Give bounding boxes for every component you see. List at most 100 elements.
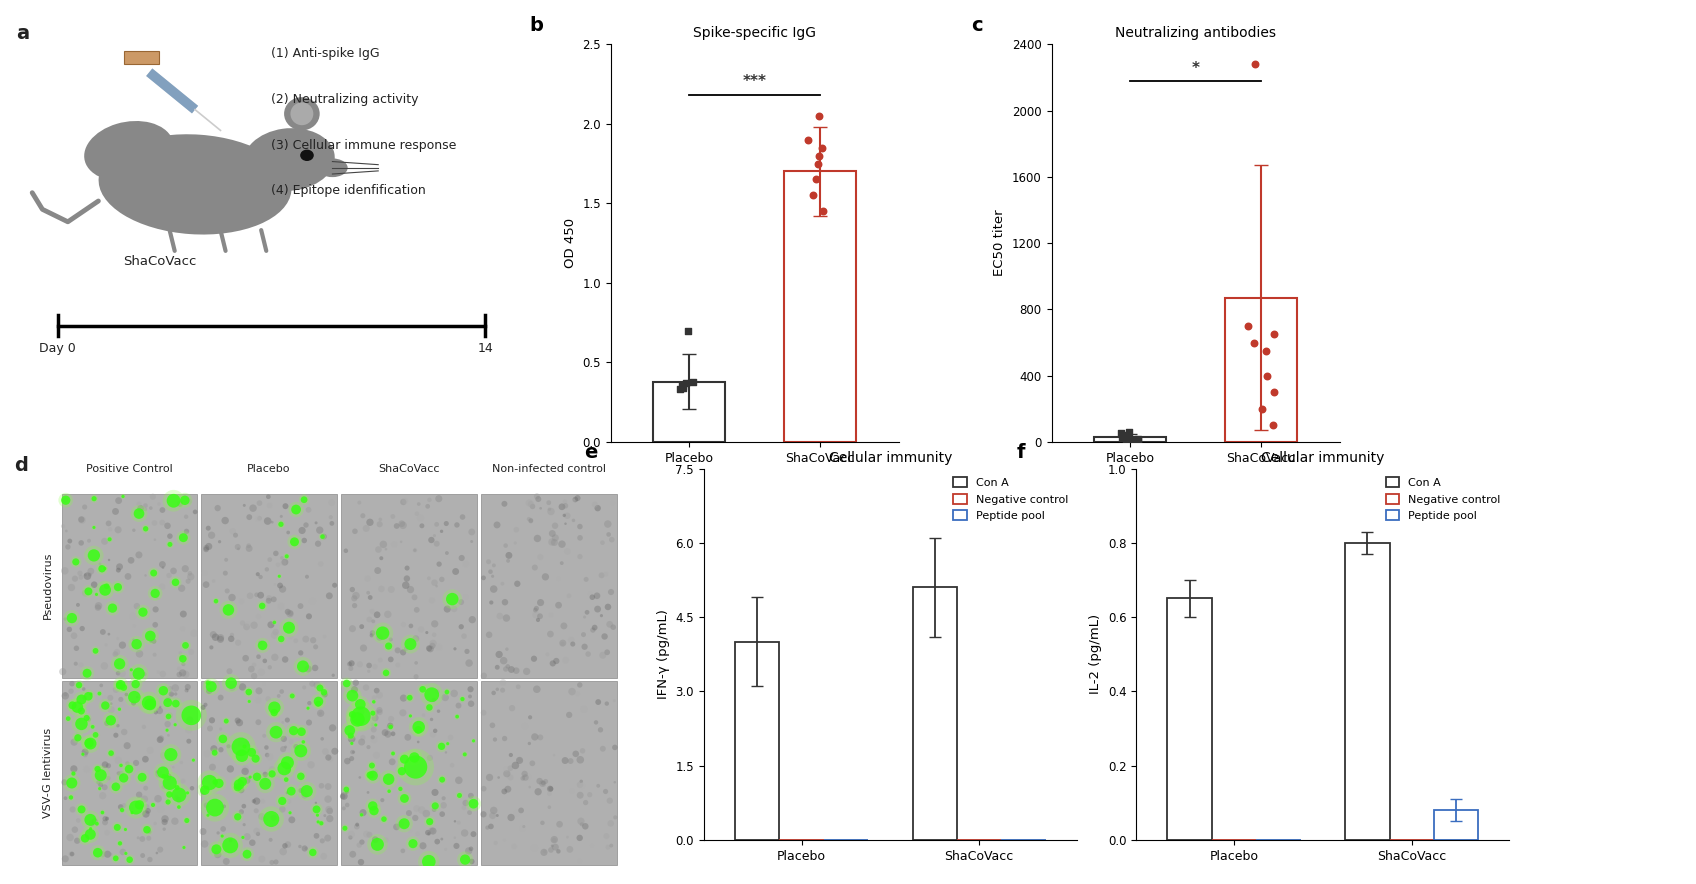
Point [86, 557, 114, 571]
Point [71, 748, 98, 762]
Point [470, 781, 497, 796]
Point [210, 799, 237, 813]
Polygon shape [202, 494, 338, 678]
Point [349, 508, 377, 522]
Point [375, 607, 402, 621]
Point [244, 609, 271, 623]
Point [412, 806, 439, 820]
Point [154, 769, 181, 783]
Point [298, 845, 326, 859]
Point [416, 700, 443, 714]
Point [446, 789, 473, 803]
Point [558, 783, 585, 797]
Point [165, 800, 192, 814]
Point [114, 688, 141, 702]
Point [383, 644, 410, 658]
Point [361, 765, 388, 779]
Y-axis label: IL-2 (pg/mL): IL-2 (pg/mL) [1089, 614, 1102, 694]
Point [124, 599, 151, 613]
Point [280, 724, 307, 738]
Point [226, 542, 253, 556]
Point [251, 777, 278, 791]
Point [458, 525, 485, 539]
Point [434, 685, 461, 699]
Point [1253, 344, 1280, 358]
Point [312, 744, 339, 758]
Point [566, 678, 594, 692]
Point [190, 784, 217, 798]
Point [570, 628, 597, 642]
Point [309, 834, 336, 848]
Point [129, 770, 156, 784]
Point [383, 819, 410, 834]
Point [502, 536, 529, 550]
Point [548, 499, 575, 514]
Point [114, 569, 141, 583]
Point [346, 496, 373, 510]
Point [273, 756, 300, 770]
Point [109, 638, 136, 652]
Point [334, 785, 361, 799]
Point [227, 804, 254, 819]
Point [90, 789, 117, 803]
Point [544, 598, 572, 613]
Point [207, 632, 234, 646]
Point [556, 799, 583, 813]
Point [451, 747, 478, 761]
Point [448, 620, 475, 634]
Point [1124, 432, 1152, 446]
Ellipse shape [290, 103, 314, 126]
Point [173, 667, 200, 682]
Point [59, 698, 86, 713]
Point [405, 735, 432, 749]
Point [75, 569, 102, 583]
Point [526, 609, 553, 623]
Point [387, 781, 414, 796]
Point [136, 831, 163, 845]
Point [268, 517, 295, 531]
Point [149, 683, 176, 697]
Point [416, 827, 443, 841]
Point [310, 629, 338, 644]
Point [180, 753, 207, 767]
Point [480, 804, 507, 818]
Point [88, 805, 115, 819]
Point [348, 709, 375, 723]
Polygon shape [482, 494, 617, 678]
Point [110, 681, 137, 695]
Point [502, 664, 529, 678]
Point [236, 770, 263, 784]
Point [573, 572, 600, 586]
Point [304, 678, 331, 692]
Point [244, 512, 271, 526]
Point [380, 509, 407, 523]
Point [120, 633, 148, 647]
Point [448, 551, 475, 565]
Point [558, 684, 585, 698]
Point [553, 797, 580, 812]
Point [287, 769, 314, 783]
Point [120, 690, 148, 705]
Point [314, 792, 341, 806]
Point [136, 696, 163, 710]
Point [404, 827, 431, 841]
Point [339, 847, 366, 861]
Point [270, 742, 297, 756]
Point [68, 692, 95, 706]
Point [217, 632, 244, 646]
Point [141, 634, 168, 648]
Point [251, 767, 278, 781]
Point [166, 661, 193, 675]
Point [270, 556, 297, 570]
Point [297, 758, 324, 772]
Point [276, 606, 304, 621]
Point [142, 602, 170, 616]
Point [449, 692, 477, 706]
Point [244, 715, 271, 729]
Point [175, 494, 202, 508]
Point [192, 697, 219, 712]
Point [441, 686, 468, 700]
Text: a: a [15, 25, 29, 43]
Point [103, 658, 131, 672]
Point [806, 149, 833, 163]
